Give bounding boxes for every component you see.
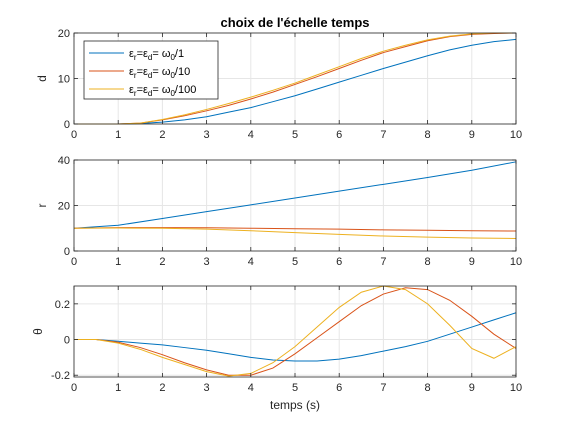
x-tick-label: 1 [115, 129, 121, 141]
x-tick-label: 2 [159, 256, 165, 268]
y-tick-label: 0.2 [55, 299, 70, 311]
axes-1: 0 1 2 3 4 5 6 7 8 9 10 0 10 20 d choix de l'échelle tem… [35, 15, 522, 141]
x-tick-label: 8 [425, 256, 431, 268]
series-line-1 [73, 161, 517, 229]
x-tick-label: 2 [159, 382, 165, 394]
x-tick-label: 3 [204, 382, 210, 394]
x-tick-label: 0 [71, 382, 77, 394]
x-tick-label: 9 [469, 382, 475, 394]
x-tick-label: 10 [510, 382, 522, 394]
x-tick-label: 10 [510, 256, 522, 268]
legend-entry-2: εr=εd= ω0/10 [129, 66, 190, 80]
y-axis-label: d [35, 75, 49, 82]
chart-title: choix de l'échelle temps [220, 15, 369, 30]
x-tick-label: 9 [469, 129, 475, 141]
x-tick-label: 4 [248, 382, 254, 394]
x-tick-label: 1 [115, 382, 121, 394]
x-tick-label: 6 [336, 129, 342, 141]
y-tick-label: 20 [58, 28, 70, 40]
y-axis-label: θ [31, 328, 45, 335]
legend: εr=εd= ω0/1 εr=εd= ω0/10 εr=εd= ω0/100 [83, 40, 219, 100]
x-tick-label: 0 [71, 129, 77, 141]
series-line-2 [73, 227, 517, 232]
x-axis-label: temps (s) [270, 398, 320, 412]
legend-entry-3: εr=εd= ω0/100 [129, 84, 196, 98]
x-tick-label: 10 [510, 129, 522, 141]
x-tick-label: 7 [380, 382, 386, 394]
x-tick-label: 1 [115, 256, 121, 268]
series-line-3 [73, 227, 517, 239]
x-tick-label: 3 [204, 256, 210, 268]
series-line-1 [74, 312, 517, 362]
y-tick-label: 20 [58, 201, 70, 213]
y-tick-label: -0.2 [51, 370, 70, 382]
y-tick-label: 40 [58, 155, 70, 167]
series-line-3 [74, 32, 516, 125]
y-tick-label: 0 [64, 335, 70, 347]
series-line-1 [74, 38, 517, 125]
x-tick-label: 5 [292, 382, 298, 394]
y-axis-label: r [35, 204, 49, 208]
series-line-2 [74, 287, 517, 376]
x-tick-label: 5 [292, 129, 298, 141]
axes-2: 0 1 2 3 4 5 6 7 8 9 10 0 20 40 r [35, 155, 522, 268]
x-tick-label: 6 [336, 382, 342, 394]
x-tick-label: 6 [336, 256, 342, 268]
series-line-3 [74, 285, 517, 377]
x-tick-label: 5 [292, 256, 298, 268]
x-tick-label: 8 [425, 382, 431, 394]
y-tick-label: 10 [58, 74, 70, 86]
x-tick-label: 2 [159, 129, 165, 141]
x-tick-label: 0 [71, 256, 77, 268]
legend-entry-1: εr=εd= ω0/1 [129, 48, 184, 62]
x-tick-label: 7 [380, 129, 386, 141]
y-tick-label: 0 [64, 119, 70, 131]
x-tick-label: 4 [248, 129, 254, 141]
x-tick-label: 8 [425, 129, 431, 141]
y-tick-label: 0 [64, 246, 70, 258]
x-tick-label: 3 [204, 129, 210, 141]
x-tick-label: 9 [469, 256, 475, 268]
x-tick-label: 4 [248, 256, 254, 268]
x-tick-label: 7 [380, 256, 386, 268]
